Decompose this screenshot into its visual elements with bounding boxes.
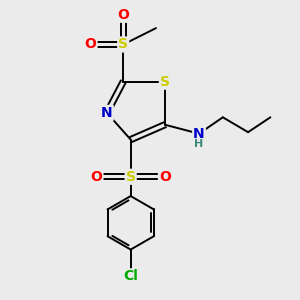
- Text: O: O: [159, 170, 171, 184]
- Text: O: O: [117, 8, 129, 22]
- Text: S: S: [160, 75, 170, 88]
- Text: S: S: [126, 170, 136, 184]
- Text: O: O: [91, 170, 102, 184]
- Text: N: N: [193, 127, 205, 141]
- Text: O: O: [85, 38, 97, 52]
- Text: Cl: Cl: [123, 269, 138, 283]
- Text: N: N: [101, 106, 113, 120]
- Text: H: H: [194, 139, 204, 149]
- Text: S: S: [118, 38, 128, 52]
